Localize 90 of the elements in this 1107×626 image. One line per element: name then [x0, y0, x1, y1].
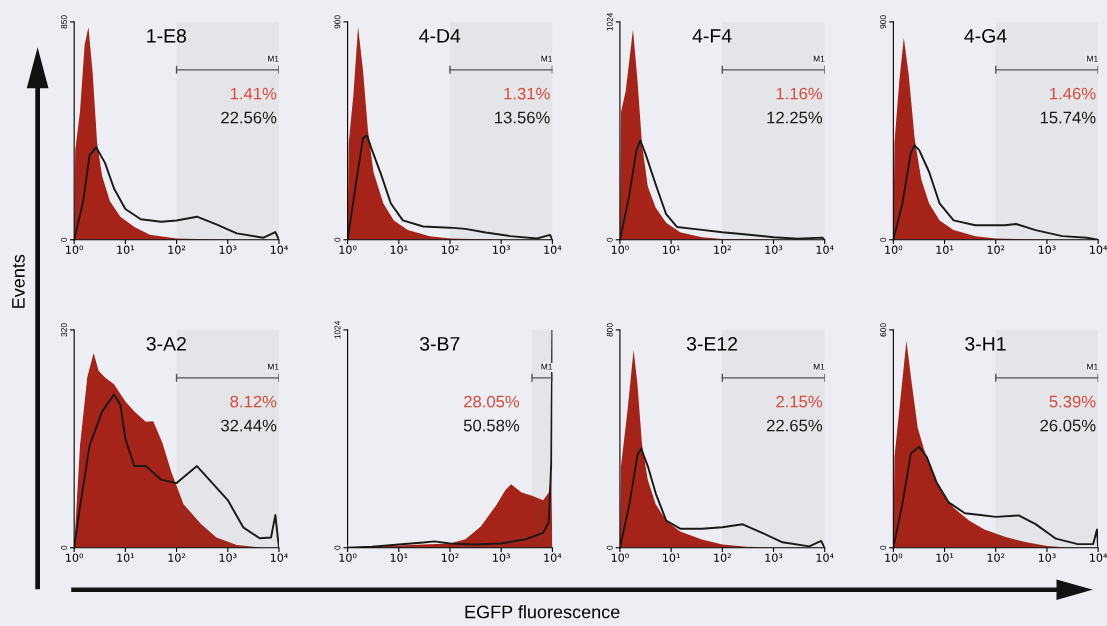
x-axis-title: EGFP fluorescence — [465, 605, 620, 619]
x-tick-label: 10¹ — [390, 553, 408, 562]
band-label: M1 — [541, 363, 552, 370]
x-tick-label: 10¹ — [936, 245, 954, 254]
x-tick-label: 10¹ — [663, 553, 680, 562]
y-tick-label: 850 — [61, 15, 67, 29]
annotation: 50.58% — [463, 419, 520, 432]
annotation: 1.46% — [1050, 87, 1096, 100]
x-tick-label: 10⁰ — [611, 245, 629, 254]
y-tick-label: 800 — [606, 323, 613, 337]
band-label: M1 — [813, 363, 825, 370]
y-axis-title: Events — [12, 254, 25, 308]
annotation: 22.56% — [221, 111, 277, 124]
x-tick-label: 10⁰ — [339, 245, 357, 254]
x-tick-label: 10⁴ — [544, 245, 562, 254]
y-tick-label: 0 — [880, 237, 887, 242]
x-tick-label: 10⁰ — [611, 553, 629, 562]
chart-title: 4-D4 — [419, 29, 461, 43]
x-tick-label: 10² — [168, 245, 186, 254]
y-tick-label: 600 — [880, 323, 887, 337]
x-tick-label: 10¹ — [390, 245, 408, 254]
annotation: 8.12% — [230, 395, 277, 408]
band-label: M1 — [268, 363, 279, 370]
x-tick-label: 10⁴ — [270, 553, 288, 562]
annotation: 32.44% — [221, 419, 277, 432]
x-tick-label: 10³ — [1038, 553, 1056, 562]
band-label: M1 — [1087, 363, 1098, 370]
x-tick-label: 10⁴ — [1090, 553, 1107, 562]
chart-title: 4-F4 — [692, 29, 732, 43]
y-tick-label: 0 — [606, 545, 613, 550]
annotation: 13.56% — [495, 111, 550, 124]
x-tick-label: 10⁰ — [885, 553, 903, 562]
y-tick-label: 0 — [606, 237, 613, 242]
y-tick-label: 900 — [880, 15, 887, 29]
x-tick-label: 10³ — [765, 245, 783, 254]
y-tick-label: 1024 — [334, 320, 341, 339]
x-tick-label: 10¹ — [663, 245, 680, 254]
x-tick-label: 10³ — [219, 245, 237, 254]
band-label: M1 — [813, 55, 825, 62]
y-tick-label: 0 — [334, 545, 341, 550]
x-tick-label: 10² — [714, 245, 731, 254]
band-label: M1 — [1087, 55, 1098, 62]
y-tick-label: 900 — [334, 15, 341, 29]
x-tick-label: 10³ — [1038, 245, 1056, 254]
chart-title: 3-B7 — [419, 336, 460, 351]
x-tick-label: 10⁰ — [885, 245, 903, 254]
chart-title: 4-G4 — [964, 28, 1007, 43]
x-tick-label: 10² — [441, 245, 459, 254]
chart-title: 3-H1 — [965, 336, 1006, 351]
x-tick-label: 10² — [987, 553, 1005, 562]
annotation: 1.16% — [776, 87, 823, 100]
x-tick-label: 10² — [987, 245, 1005, 254]
band-label: M1 — [541, 55, 552, 62]
annotation: 1.41% — [230, 87, 277, 100]
x-tick-label: 10⁴ — [1090, 245, 1107, 254]
annotation: 28.05% — [464, 395, 520, 408]
x-tick-label: 10⁴ — [816, 245, 834, 254]
x-tick-label: 10² — [168, 553, 186, 562]
x-tick-label: 10² — [714, 553, 731, 562]
y-tick-label: 0 — [61, 237, 67, 242]
chart-title: 3-A2 — [146, 336, 186, 351]
x-tick-label: 10³ — [219, 553, 237, 562]
x-tick-label: 10¹ — [117, 553, 135, 562]
x-tick-label: 10⁴ — [544, 553, 562, 562]
x-tick-label: 10⁴ — [816, 553, 834, 562]
x-tick-label: 10³ — [493, 553, 510, 562]
chart-title: 3-E12 — [686, 336, 738, 351]
y-tick-label: 1024 — [606, 12, 613, 31]
x-tick-label: 10⁰ — [66, 553, 84, 562]
annotation: 15.74% — [1040, 111, 1096, 124]
x-tick-label: 10³ — [765, 553, 783, 562]
y-tick-label: 0 — [334, 237, 341, 242]
x-tick-label: 10¹ — [936, 553, 954, 562]
x-tick-label: 10³ — [493, 245, 510, 254]
y-tick-label: 0 — [880, 545, 887, 550]
annotation: 5.39% — [1049, 395, 1096, 408]
band-label: M1 — [268, 55, 279, 62]
y-tick-label: 320 — [61, 323, 67, 337]
x-tick-label: 10⁰ — [66, 245, 84, 254]
annotation: 26.05% — [1040, 419, 1096, 432]
y-tick-label: 0 — [61, 545, 67, 550]
x-tick-label: 10² — [441, 553, 459, 562]
annotation: 1.31% — [504, 87, 550, 100]
annotation: 22.65% — [766, 419, 823, 432]
x-tick-label: 10⁴ — [270, 245, 288, 254]
x-tick-label: 10⁰ — [339, 553, 357, 562]
annotation: 2.15% — [776, 395, 823, 408]
chart-title: 1-E8 — [147, 28, 187, 43]
x-tick-label: 10¹ — [117, 245, 135, 254]
annotation: 12.25% — [767, 111, 823, 124]
